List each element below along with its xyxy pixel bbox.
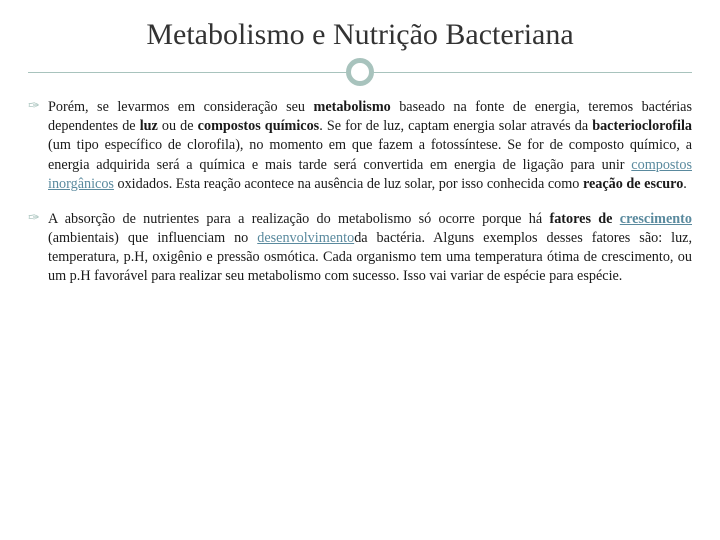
p2-link-crescimento[interactable]: crescimento xyxy=(620,211,692,227)
slide-container: Metabolismo e Nutrição Bacteriana ✑ Poré… xyxy=(0,0,720,540)
p1-text: . Se for de luz, captam energia solar at… xyxy=(319,118,592,134)
p1-text: . xyxy=(683,176,687,192)
p1-bold-bacterioclorofila: bacterioclorofila xyxy=(592,118,692,134)
title-divider xyxy=(28,58,692,88)
p1-bold-compostos: compostos químicos xyxy=(198,118,320,134)
p1-text: Porém, se levarmos em consideração seu xyxy=(48,99,314,115)
paragraph-2: ✑ A absorção de nutrientes para a realiz… xyxy=(28,210,692,287)
bullet-icon: ✑ xyxy=(28,210,40,229)
p1-bold-metabolismo: metabolismo xyxy=(314,99,391,115)
p1-bold-reacao-escuro: reação de escuro xyxy=(583,176,683,192)
p2-text: (ambientais) que influenciam no xyxy=(48,230,257,246)
p1-text: ou de xyxy=(158,118,198,134)
p1-text: (um tipo específico de clorofila), no mo… xyxy=(48,137,692,172)
p1-bold-luz: luz xyxy=(140,118,158,134)
p2-bold-fatores: fatores de xyxy=(549,211,619,227)
divider-ring-icon xyxy=(346,58,374,86)
paragraph-1: ✑ Porém, se levarmos em consideração seu… xyxy=(28,98,692,194)
p1-text: oxidados. Esta reação acontece na ausênc… xyxy=(114,176,583,192)
p2-text: A absorção de nutrientes para a realizaç… xyxy=(48,211,549,227)
bullet-icon: ✑ xyxy=(28,98,40,117)
page-title: Metabolismo e Nutrição Bacteriana xyxy=(28,18,692,52)
p2-link-desenvolvimento[interactable]: desenvolvimento xyxy=(257,230,354,246)
